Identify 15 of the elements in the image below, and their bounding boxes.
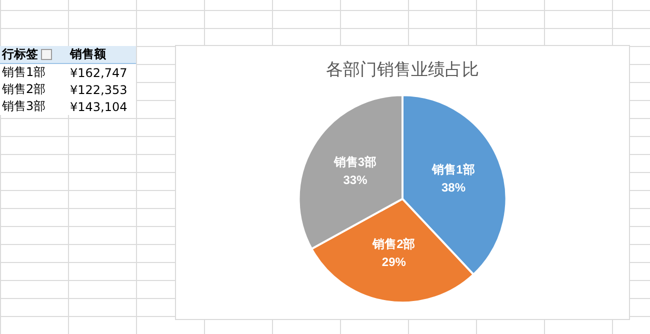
text: ¥162,747	[68, 64, 136, 81]
data-label: 33%	[343, 172, 368, 187]
chart-title: 各部门销售业绩占比	[326, 60, 479, 79]
category-label: 销售2部	[2, 82, 46, 96]
text: ¥122,353	[68, 81, 136, 98]
category-label: 销售3部	[2, 99, 46, 113]
slice-label: 销售1部	[431, 162, 475, 177]
text: ¥143,104	[68, 98, 136, 115]
slice-label: 销售2部	[372, 237, 416, 252]
text: 行标签	[0, 46, 68, 64]
data-label: 38%	[442, 180, 466, 195]
text: 销售额	[68, 46, 136, 64]
slice-label: 销售3部	[332, 154, 377, 169]
data-label: 29%	[382, 255, 406, 270]
category-label: 销售1部	[2, 65, 46, 79]
